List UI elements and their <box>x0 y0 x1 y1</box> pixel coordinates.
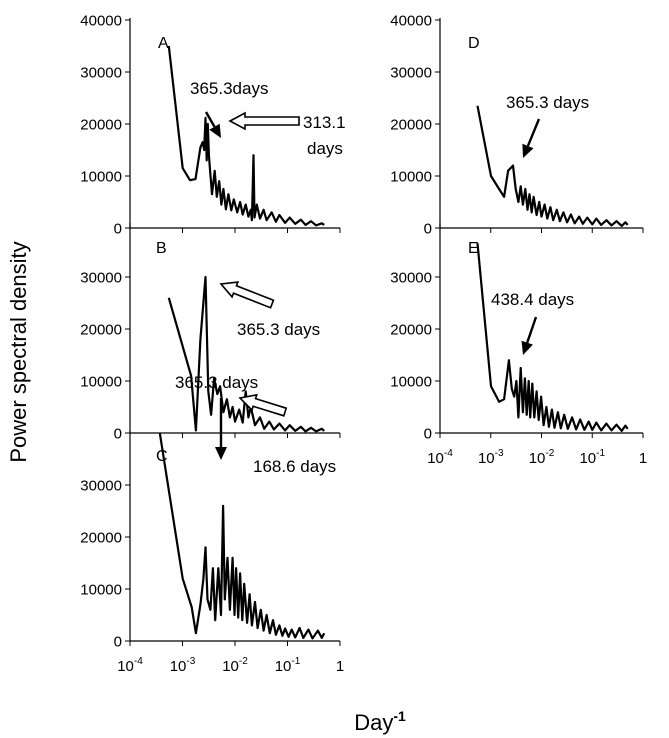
x-tick-label-exponent: -4 <box>134 656 143 667</box>
x-tick-label: 10-1 <box>579 448 605 467</box>
y-tick-label: 20000 <box>390 117 432 134</box>
y-tick-label: 20000 <box>80 117 122 134</box>
panel-a: 0 10000 20000 30000 40000 A 365.3days 313.1 days <box>80 13 345 238</box>
panel-label: D <box>468 35 480 52</box>
y-axis-label: Power spectral density <box>6 241 31 462</box>
x-tick-label: 10-1 <box>275 656 301 675</box>
x-tick-label-base: 10 <box>275 658 292 675</box>
y-tick-label: 0 <box>424 426 432 443</box>
y-tick-label: 0 <box>114 634 122 651</box>
annotation-label-line2: days <box>307 139 343 158</box>
x-tick-label-base: 10 <box>579 450 596 467</box>
x-tick-label-base: 10 <box>117 658 134 675</box>
x-tick-label: 1 <box>639 450 647 467</box>
y-tick-label: 0 <box>114 221 122 238</box>
panel-b: 0 10000 20000 30000 B 365.3 days <box>80 223 341 443</box>
x-tick-label-exponent: -2 <box>239 656 248 667</box>
x-axis-label-exponent: -1 <box>393 708 406 724</box>
annotation-label: 365.3 days <box>506 93 589 112</box>
panel-label: E <box>468 240 479 257</box>
y-tick-label: 10000 <box>80 169 122 186</box>
annotation-label: 168.6 days <box>253 457 336 476</box>
y-tick-label: 10000 <box>80 582 122 599</box>
x-tick-label-base: 10 <box>478 450 495 467</box>
y-tick-label: 40000 <box>80 13 122 30</box>
annotation-label: 365.3days <box>190 79 268 98</box>
x-tick-label-base: 10 <box>170 658 187 675</box>
panel-label: B <box>156 240 167 257</box>
x-tick-label-exponent: -1 <box>596 448 605 459</box>
y-tick-label: 30000 <box>80 65 122 82</box>
y-tick-label: 30000 <box>390 270 432 287</box>
x-tick-label-exponent: -3 <box>495 448 504 459</box>
x-tick-label: 10-2 <box>222 656 248 675</box>
spectrum-line <box>167 275 325 433</box>
annotation-arrow-shaft <box>526 118 541 147</box>
y-tick-label: 40000 <box>390 13 432 30</box>
annotation-arrow-hollow <box>219 281 275 309</box>
annotation-arrow-shaft <box>204 111 216 128</box>
panel-label: A <box>158 35 169 52</box>
annotation-arrow-shaft <box>526 316 538 344</box>
y-tick-label: 0 <box>114 426 122 443</box>
y-tick-label: 10000 <box>390 374 432 391</box>
x-tick-label: 10-4 <box>117 656 143 675</box>
x-tick-label: 1 <box>336 658 344 675</box>
annotation-arrow-head <box>215 447 227 460</box>
x-tick-label-exponent: -4 <box>444 448 453 459</box>
y-tick-label: 30000 <box>390 65 432 82</box>
x-axis-label-base: Day <box>354 710 393 735</box>
y-tick-label: 20000 <box>80 322 122 339</box>
annotation-arrow-head <box>209 123 221 138</box>
annotation-arrow-head <box>522 143 534 158</box>
y-tick-label: 30000 <box>80 478 122 495</box>
annotation-arrow-head <box>521 340 533 355</box>
annotation-label: 365.3 days <box>175 373 258 392</box>
x-tick-label: 10-2 <box>529 448 555 467</box>
x-tick-label-exponent: -3 <box>186 656 195 667</box>
spectrum-line <box>476 105 629 227</box>
y-tick-label: 0 <box>424 221 432 238</box>
panel-d: 0 10000 20000 30000 40000 D 365.3 days <box>390 13 644 238</box>
y-tick-label: 30000 <box>80 270 122 287</box>
x-tick-label-base: 10 <box>427 450 444 467</box>
y-tick-label: 20000 <box>80 530 122 547</box>
x-tick-label: 10-3 <box>478 448 504 467</box>
panel-label: C <box>156 448 168 465</box>
annotation-label: 313.1 <box>303 113 346 132</box>
x-tick-label-exponent: -2 <box>545 448 554 459</box>
x-tick-label-base: 10 <box>222 658 239 675</box>
x-tick-label: 10-4 <box>427 448 453 467</box>
annotation-arrow-hollow <box>228 111 300 131</box>
x-tick-label-exponent: -1 <box>291 656 300 667</box>
y-tick-label: 10000 <box>390 169 432 186</box>
x-tick-label: 10-3 <box>170 656 196 675</box>
spectrum-line <box>158 432 326 640</box>
x-axis-label: Day-1 <box>354 708 406 735</box>
y-tick-label: 20000 <box>390 322 432 339</box>
annotation-label: 438.4 days <box>491 290 574 309</box>
y-tick-label: 10000 <box>80 374 122 391</box>
spectrum-line <box>476 243 629 432</box>
annotation-arrow-hollow <box>238 393 288 417</box>
x-tick-label-base: 10 <box>529 450 546 467</box>
spectrum-line <box>167 45 325 227</box>
annotation-label: 365.3 days <box>237 320 320 339</box>
